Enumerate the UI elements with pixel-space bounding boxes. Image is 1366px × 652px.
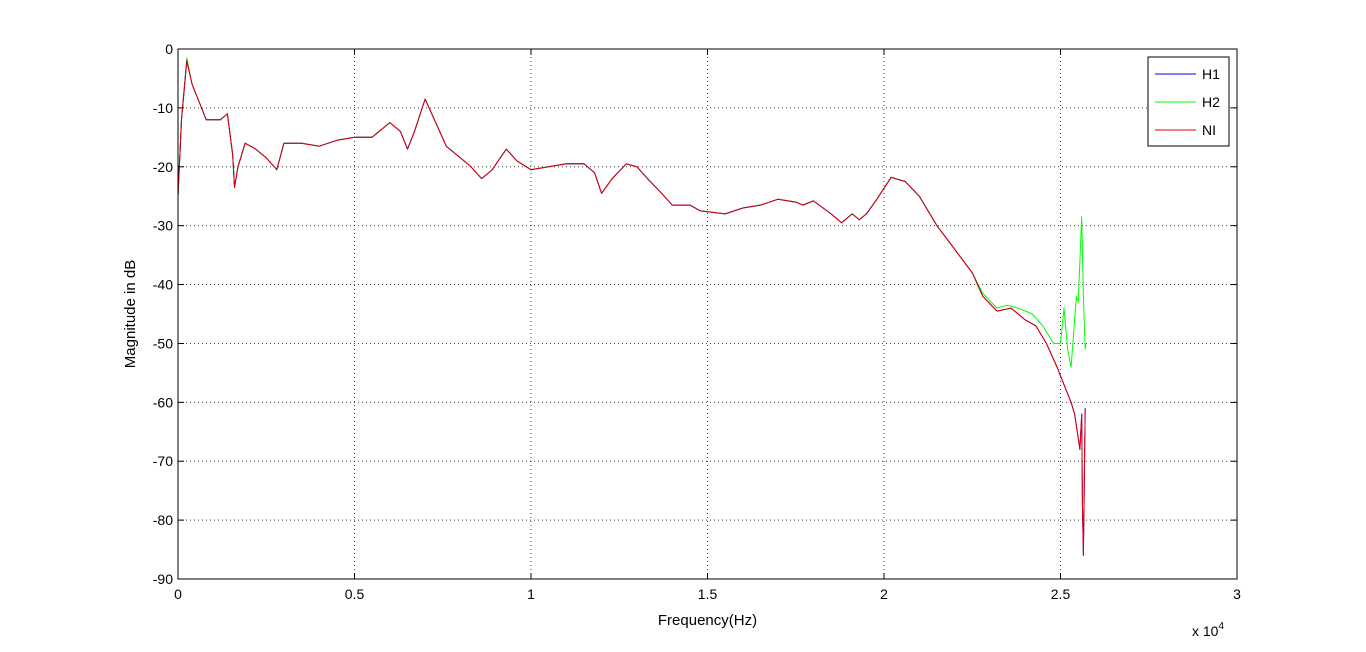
- x-axis-exponent-power: 4: [1218, 621, 1224, 632]
- y-axis-label: Magnitude in dB: [122, 260, 139, 368]
- x-tick-label: 2: [880, 586, 888, 602]
- legend-label-h1: H1: [1202, 66, 1220, 82]
- x-tick-label: 1: [527, 586, 535, 602]
- series-line-h1: [177, 60, 1086, 556]
- plot-series: [177, 57, 1087, 556]
- tick-labels: 0 0.5 1 1.5 2 2.5 3 0 -10 -20 -30 -40 -50 -60 -70 -80 -9…: [153, 41, 1241, 602]
- y-tick-label: -30: [153, 218, 173, 234]
- x-axis-label: Frequency(Hz): [658, 612, 757, 629]
- x-tick-label: 0.5: [345, 586, 365, 602]
- y-tick-label: -70: [153, 453, 173, 469]
- series-line-h2: [177, 57, 1087, 368]
- y-tick-label: -90: [153, 571, 173, 587]
- y-tick-label: -80: [153, 512, 173, 528]
- grid: [178, 49, 1237, 579]
- x-axis-exponent-base: x 10: [1192, 623, 1219, 639]
- y-tick-label: 0: [165, 41, 173, 57]
- y-tick-label: -60: [153, 394, 173, 410]
- series-line-ni: [177, 60, 1086, 556]
- ticks: [177, 48, 1238, 580]
- y-tick-label: -50: [153, 335, 173, 351]
- x-tick-label: 0: [174, 586, 182, 602]
- x-tick-label: 3: [1233, 586, 1241, 602]
- y-tick-label: -20: [153, 159, 173, 175]
- x-tick-label: 2.5: [1051, 586, 1071, 602]
- y-tick-label: -10: [153, 100, 173, 116]
- legend-label-ni: NI: [1202, 122, 1216, 138]
- x-axis-exponent: x 104: [1192, 621, 1224, 639]
- y-tick-label: -40: [153, 277, 173, 293]
- legend: H1 H2 NI: [1147, 56, 1230, 147]
- legend-label-h2: H2: [1202, 94, 1220, 110]
- x-tick-label: 1.5: [698, 586, 718, 602]
